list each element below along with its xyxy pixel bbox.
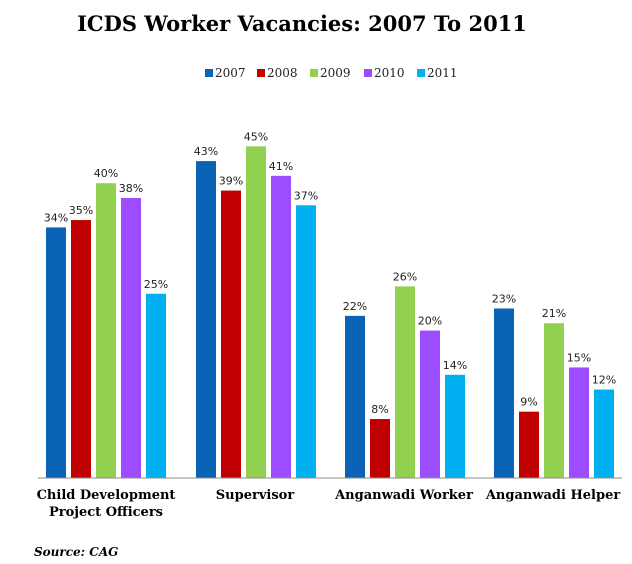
bar-3-2007 (494, 308, 514, 478)
category-label-1-0: Supervisor (216, 488, 295, 503)
bar-3-2010 (569, 367, 589, 478)
bar-2-2009 (395, 286, 415, 478)
bar-0-2008 (71, 220, 91, 479)
legend-label-2009: 2009 (320, 66, 351, 80)
data-label-0-2010: 38% (119, 182, 143, 195)
data-label-3-2008: 9% (520, 396, 537, 409)
bar-2-2007 (345, 315, 365, 478)
bar-2-2011 (445, 374, 465, 478)
data-label-1-2008: 39% (219, 175, 243, 188)
source-note: Source: CAG (34, 545, 118, 559)
legend-label-2011: 2011 (427, 66, 458, 80)
category-labels-group: Child Development Project Officers Supervi… (37, 488, 621, 520)
data-label-2-2007: 22% (343, 300, 367, 313)
bar-0-2010 (121, 197, 141, 478)
legend: 2007 2008 2009 2010 2011 (205, 66, 458, 80)
legend-swatch-2008 (257, 69, 265, 77)
bar-3-2009 (544, 323, 564, 478)
data-label-1-2011: 37% (294, 189, 318, 202)
data-label-3-2009: 21% (542, 307, 566, 320)
bar-2-2010 (420, 330, 440, 478)
data-label-3-2011: 12% (592, 374, 616, 387)
legend-label-2008: 2008 (267, 66, 298, 80)
bar-1-2007 (196, 161, 216, 478)
category-label-2-0: Anganwadi Worker (334, 488, 473, 503)
data-label-1-2009: 45% (244, 130, 268, 143)
data-label-0-2011: 25% (144, 278, 168, 291)
legend-swatch-2009 (310, 69, 318, 77)
data-label-3-2007: 23% (492, 292, 516, 305)
data-label-1-2010: 41% (269, 160, 293, 173)
data-labels-group: 34%35% 40%38% 25% 43% 39% 45% 41% 37% 22% 8% 26% 20… (44, 130, 616, 416)
legend-label-2010: 2010 (374, 66, 405, 80)
data-label-0-2009: 40% (94, 167, 118, 180)
bar-1-2011 (296, 205, 316, 478)
category-label-0-1: Project Officers (49, 505, 163, 520)
bar-2-2008 (370, 419, 390, 478)
legend-label-2007: 2007 (215, 66, 246, 80)
category-label-3-0: Anganwadi Helper (485, 488, 621, 503)
bar-1-2010 (271, 175, 291, 478)
bar-1-2008 (221, 190, 241, 478)
data-label-2-2008: 8% (371, 403, 388, 416)
bar-0-2007 (46, 227, 66, 478)
bar-0-2011 (146, 293, 166, 478)
data-label-2-2009: 26% (393, 270, 417, 283)
data-label-3-2010: 15% (567, 351, 591, 364)
data-label-2-2010: 20% (418, 315, 442, 328)
chart-title: ICDS Worker Vacancies: 2007 To 2011 (77, 11, 527, 36)
data-label-0-2008: 35% (69, 204, 93, 217)
bar-0-2009 (96, 183, 116, 478)
bar-1-2009 (246, 146, 266, 478)
data-label-2-2011: 14% (443, 359, 467, 372)
legend-swatch-2010 (364, 69, 372, 77)
legend-swatch-2007 (205, 69, 213, 77)
data-label-1-2007: 43% (194, 145, 218, 158)
bar-3-2011 (594, 389, 614, 478)
bar-3-2008 (519, 411, 539, 478)
data-label-0-2007: 34% (44, 211, 68, 224)
legend-swatch-2011 (417, 69, 425, 77)
bars-group (46, 146, 614, 479)
category-label-0-0: Child Development (37, 488, 176, 503)
